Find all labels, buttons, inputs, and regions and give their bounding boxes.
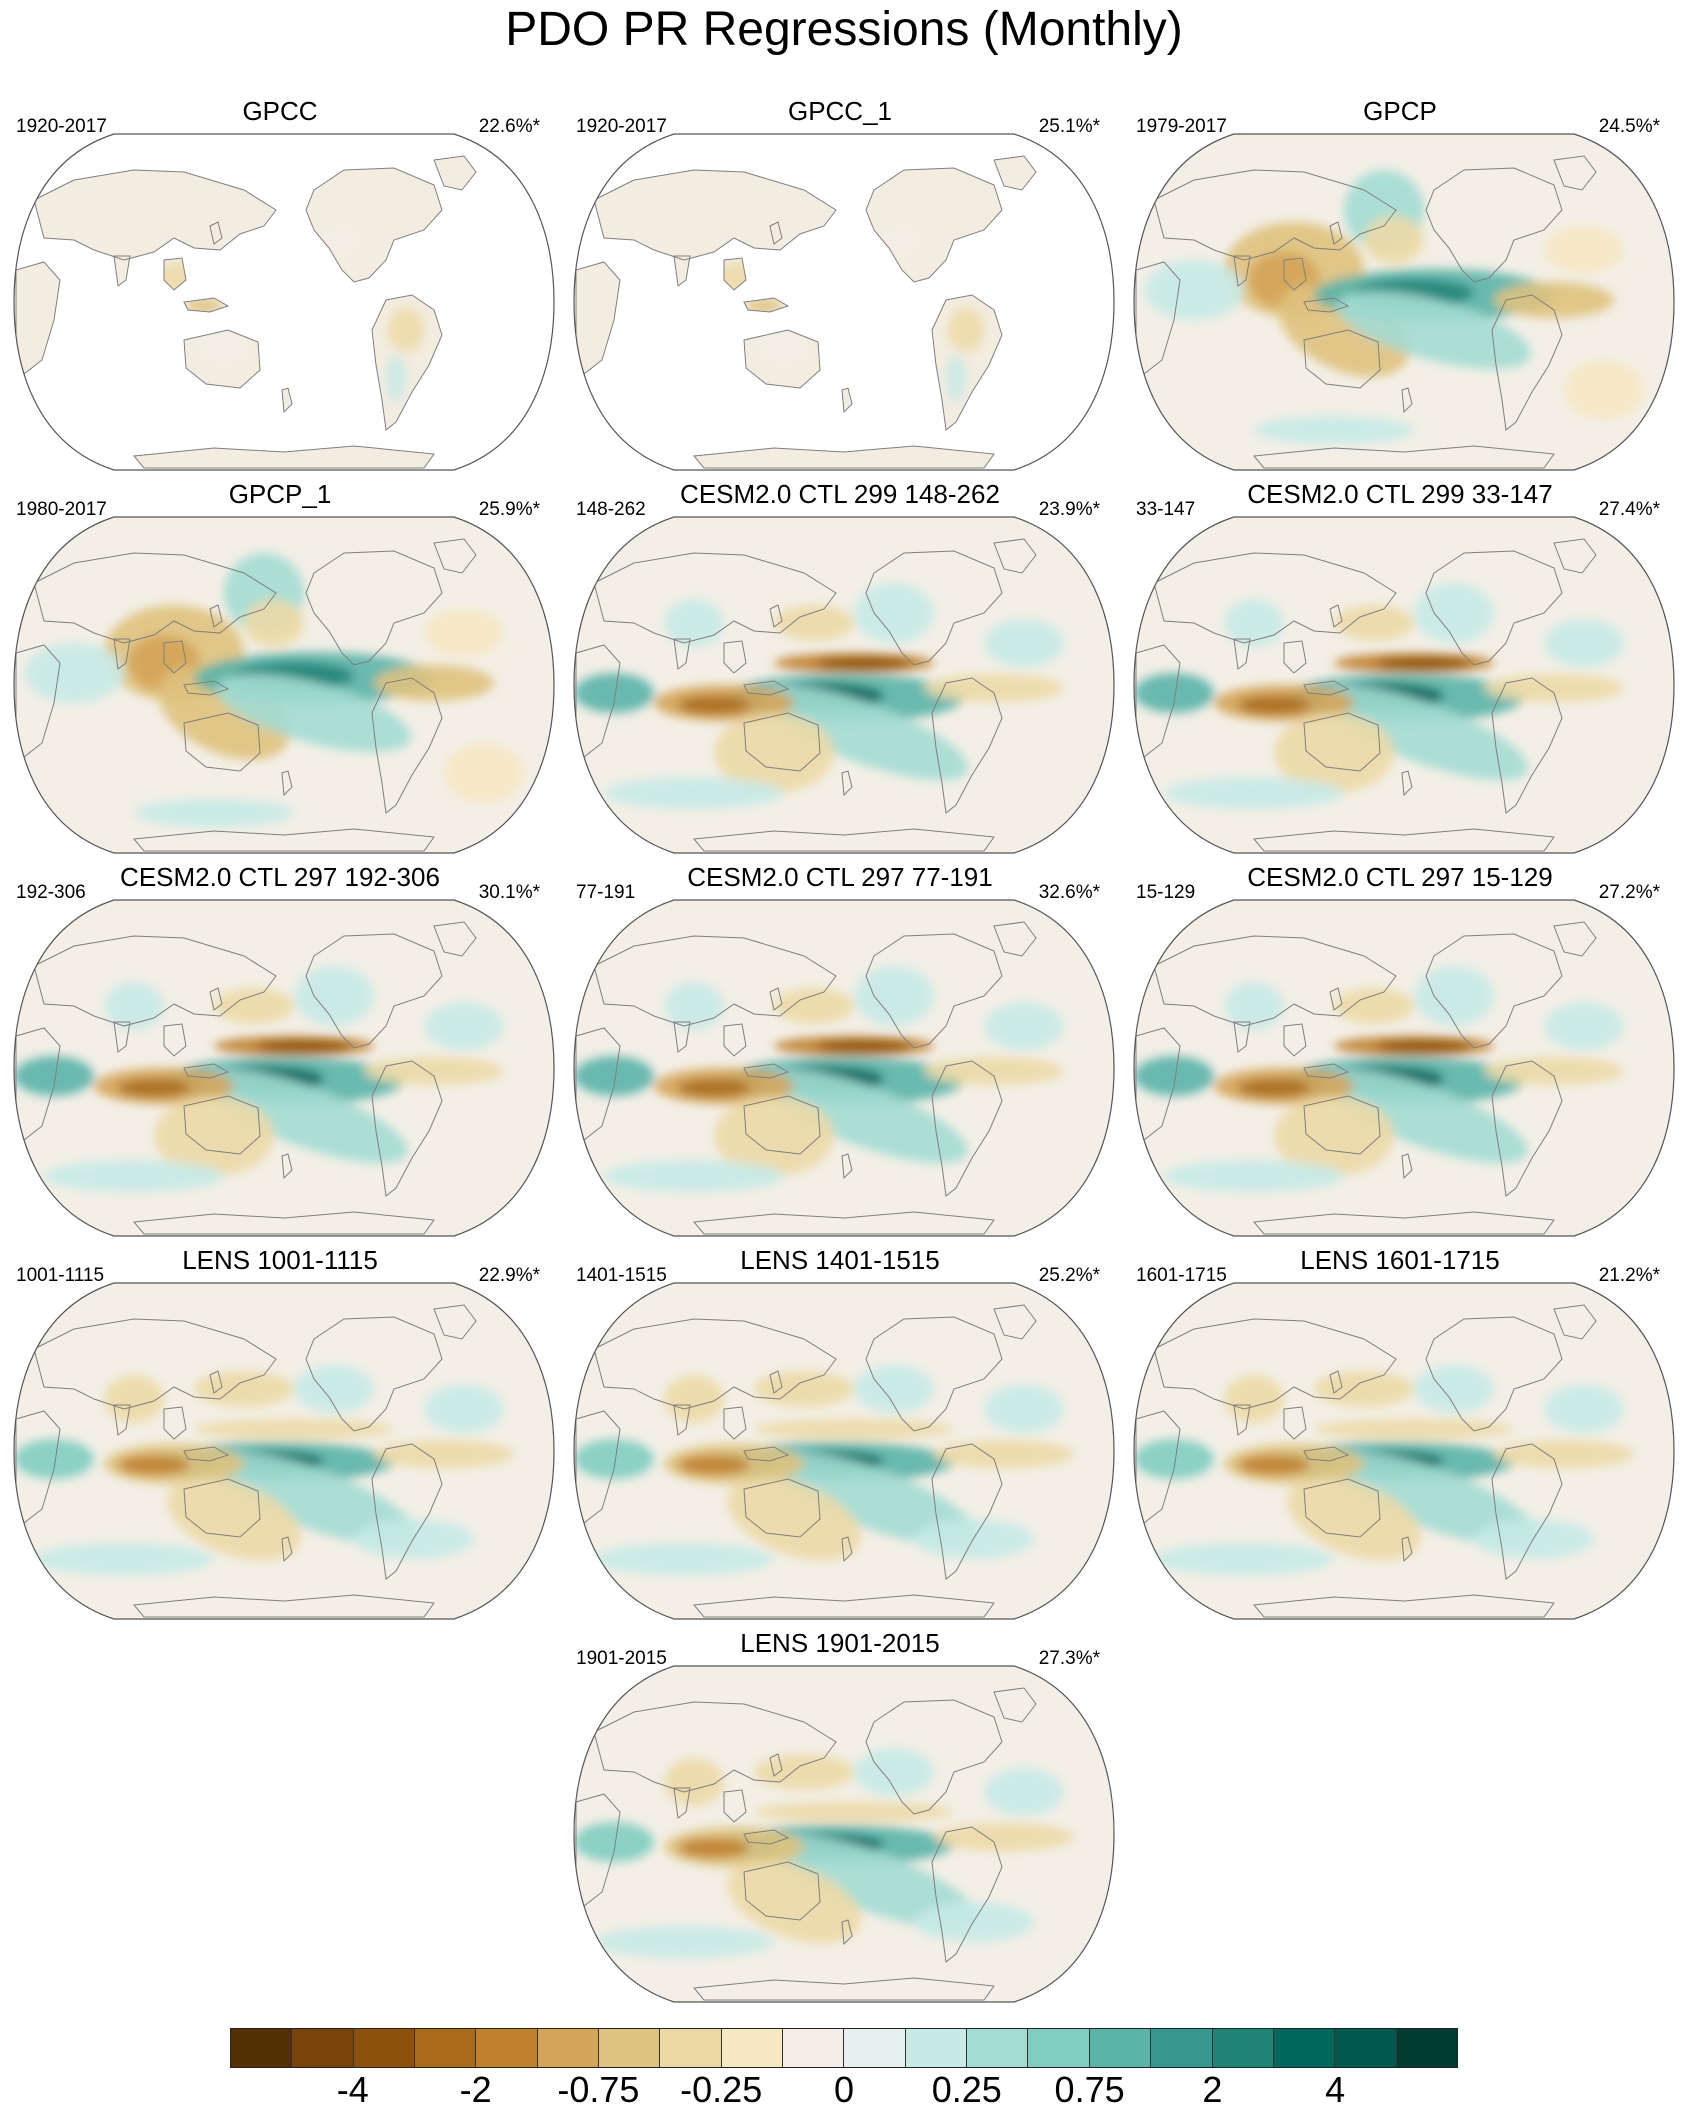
- world-map: [13, 133, 555, 471]
- panel-title: LENS 1001-1115: [182, 1245, 378, 1275]
- map-panel: CESM2.0 CTL 299 148-262 148-262 23.9%*: [566, 479, 1115, 859]
- map-panel: GPCP 1979-2017 24.5%*: [1126, 96, 1675, 476]
- panel-percent: 21.2%*: [1598, 1265, 1660, 1286]
- colorbar-tick-label: 0.25: [931, 2069, 1002, 2110]
- panel-years: 1401-1515: [576, 1265, 667, 1286]
- map-panel: CESM2.0 CTL 299 33-147 33-147 27.4%*: [1126, 479, 1675, 859]
- panel-percent: 27.3%*: [1038, 1648, 1100, 1669]
- colorbar-tick-label: 0.75: [1054, 2069, 1125, 2110]
- map-panel: LENS 1401-1515 1401-1515 25.2%*: [566, 1245, 1115, 1625]
- colorbar-labels: -4 -2 -0.75 -0.25 0 0.25 0.75 2 4: [230, 2070, 1458, 2110]
- colorbar-swatch: [905, 2029, 968, 2067]
- colorbar-tick-label: -4: [336, 2069, 369, 2110]
- panel-years: 1979-2017: [1136, 116, 1227, 137]
- colorbar-swatch: [783, 2029, 845, 2067]
- colorbar-swatch: [844, 2029, 906, 2067]
- panel-percent: 25.9%*: [478, 499, 540, 520]
- colorbar-swatch: [537, 2029, 600, 2067]
- world-map: [573, 133, 1115, 471]
- map-panel: LENS 1001-1115 1001-1115 22.9%*: [6, 1245, 555, 1625]
- world-map: [13, 1282, 555, 1620]
- panel-years: 15-129: [1136, 882, 1196, 903]
- panel-years: 1920-2017: [16, 116, 107, 137]
- world-map: [573, 516, 1115, 854]
- map-panel: GPCC_1 1920-2017 25.1%*: [566, 96, 1115, 476]
- panel-years: 192-306: [16, 882, 86, 903]
- panel-years: 148-262: [576, 499, 646, 520]
- map-panel: LENS 1901-2015 1901-2015 27.3%*: [566, 1628, 1115, 2008]
- colorbar-swatch: [353, 2029, 416, 2067]
- colorbar-tick-label: 0: [833, 2069, 855, 2110]
- panel-title: CESM2.0 CTL 297 77-191: [687, 862, 993, 892]
- map-panel: CESM2.0 CTL 297 192-306 192-306 30.1%*: [6, 862, 555, 1242]
- panel-percent: 25.1%*: [1038, 116, 1100, 137]
- colorbar-swatch: [1151, 2029, 1213, 2067]
- map-panel: GPCP_1 1980-2017 25.9%*: [6, 479, 555, 859]
- panel-title: LENS 1901-2015: [740, 1628, 940, 1658]
- colorbar-swatch: [1089, 2029, 1152, 2067]
- map-panel: CESM2.0 CTL 297 77-191 77-191 32.6%*: [566, 862, 1115, 1242]
- panel-title: GPCC: [242, 96, 318, 126]
- colorbar-swatch: [599, 2029, 661, 2067]
- map-panel: GPCC 1920-2017 22.6%*: [6, 96, 555, 476]
- panel-years: 77-191: [576, 882, 636, 903]
- colorbar-swatch: [292, 2029, 354, 2067]
- colorbar-swatch: [1273, 2029, 1336, 2067]
- panel-percent: 24.5%*: [1598, 116, 1660, 137]
- colorbar-swatch: [660, 2029, 722, 2067]
- colorbar-swatch: [231, 2029, 293, 2067]
- colorbar: [230, 2028, 1458, 2068]
- colorbar-tick-label: -2: [459, 2069, 492, 2110]
- map-panel: LENS 1601-1715 1601-1715 21.2%*: [1126, 1245, 1675, 1625]
- world-map: [1133, 899, 1675, 1237]
- panel-title: GPCP_1: [228, 479, 332, 509]
- map-panel: CESM2.0 CTL 297 15-129 15-129 27.2%*: [1126, 862, 1675, 1242]
- panel-years: 33-147: [1136, 499, 1196, 520]
- panel-percent: 23.9%*: [1038, 499, 1100, 520]
- world-map: [13, 899, 555, 1237]
- colorbar-swatch: [1335, 2029, 1397, 2067]
- colorbar-swatch: [1396, 2029, 1457, 2067]
- world-map: [13, 516, 555, 854]
- colorbar-tick-label: -0.75: [557, 2069, 640, 2110]
- panel-percent: 32.6%*: [1038, 882, 1100, 903]
- colorbar-swatch: [967, 2029, 1029, 2067]
- panel-title: CESM2.0 CTL 297 15-129: [1247, 862, 1553, 892]
- panel-percent: 25.2%*: [1038, 1265, 1100, 1286]
- panel-title: CESM2.0 CTL 299 33-147: [1247, 479, 1553, 509]
- panel-title: CESM2.0 CTL 299 148-262: [680, 479, 1000, 509]
- colorbar-swatch: [1212, 2029, 1274, 2067]
- colorbar-tick-label: 2: [1202, 2069, 1223, 2110]
- panel-percent: 30.1%*: [478, 882, 540, 903]
- panel-percent: 22.6%*: [478, 116, 540, 137]
- panel-title: GPCP: [1363, 96, 1437, 126]
- panel-years: 1601-1715: [1136, 1265, 1227, 1286]
- world-map: [1133, 133, 1675, 471]
- panel-years: 1001-1115: [16, 1265, 105, 1286]
- panel-percent: 22.9%*: [478, 1265, 540, 1286]
- colorbar-tick-label: -0.25: [680, 2069, 763, 2110]
- colorbar-swatch: [415, 2029, 477, 2067]
- world-map: [573, 1282, 1115, 1620]
- panel-title: GPCC_1: [787, 96, 893, 126]
- panel-percent: 27.2%*: [1598, 882, 1660, 903]
- colorbar-swatch: [721, 2029, 784, 2067]
- colorbar-tick-label: 4: [1325, 2069, 1346, 2110]
- world-map: [1133, 516, 1675, 854]
- panel-title: LENS 1401-1515: [740, 1245, 940, 1275]
- colorbar-swatch: [476, 2029, 538, 2067]
- world-map: [573, 1665, 1115, 2003]
- panel-title: LENS 1601-1715: [1300, 1245, 1500, 1275]
- panel-years: 1920-2017: [576, 116, 667, 137]
- world-map: [573, 899, 1115, 1237]
- panel-percent: 27.4%*: [1598, 499, 1660, 520]
- colorbar-swatch: [1028, 2029, 1090, 2067]
- figure-title: PDO PR Regressions (Monthly): [505, 3, 1183, 56]
- panel-title: CESM2.0 CTL 297 192-306: [120, 862, 440, 892]
- world-map: [1133, 1282, 1675, 1620]
- panel-years: 1980-2017: [16, 499, 107, 520]
- panel-years: 1901-2015: [576, 1648, 667, 1669]
